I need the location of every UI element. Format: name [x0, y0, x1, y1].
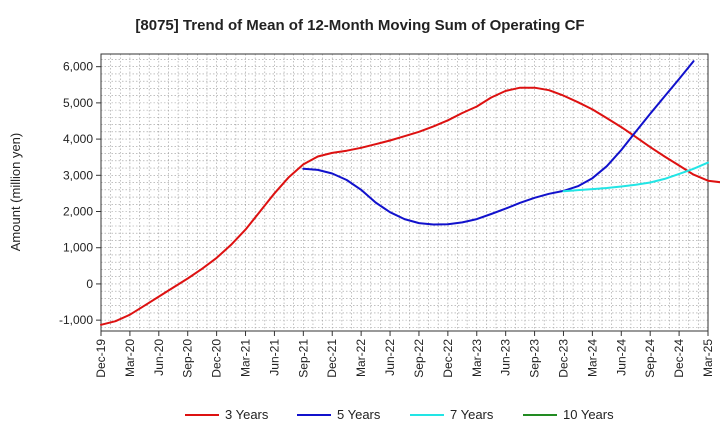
y-tick-label: -1,000: [59, 313, 93, 327]
y-tick-label: 1,000: [63, 241, 93, 255]
x-tick-label: Mar-24: [585, 339, 599, 377]
axes: -1,000 0 1,000 2,000 3,000 4,000 5,000 6,000 Dec…: [59, 53, 715, 378]
x-tick-label: Dec-21: [325, 339, 339, 378]
x-tick-label: Jun-22: [383, 339, 397, 376]
x-tick-label: Dec-20: [210, 339, 224, 378]
x-tick-label: Mar-21: [239, 339, 253, 377]
x-tick-label: Jun-21: [267, 339, 281, 376]
x-tick-label: Dec-19: [94, 339, 108, 378]
y-tick-label: 2,000: [63, 205, 93, 219]
legend-label: 5 Years: [337, 407, 381, 422]
x-tick-label: Sep-22: [412, 339, 426, 378]
series-line: [562, 161, 709, 193]
x-tick-label: Sep-24: [643, 339, 657, 378]
x-tick-label: Sep-20: [181, 339, 195, 378]
x-tick-label: Dec-23: [556, 339, 570, 378]
y-tick-label: 6,000: [63, 60, 93, 74]
x-tick-label: Sep-23: [528, 339, 542, 378]
x-tick-label: Jun-23: [499, 339, 513, 376]
y-tick-label: 3,000: [63, 168, 93, 182]
x-tick-label: Dec-24: [672, 339, 686, 378]
plot-frame: [100, 53, 709, 332]
legend-label: 10 Years: [563, 407, 614, 422]
legend-label: 3 Years: [225, 407, 269, 422]
legend-label: 7 Years: [450, 407, 494, 422]
series-line: [100, 86, 720, 326]
y-tick-label: 4,000: [63, 132, 93, 146]
x-tick-label: Mar-23: [470, 339, 484, 377]
x-tick-label: Sep-21: [296, 339, 310, 378]
x-tick-label: Jun-24: [614, 339, 628, 376]
series-line: [302, 60, 695, 226]
x-tick-label: Mar-25: [701, 339, 715, 377]
y-axis-label: Amount (million yen): [8, 133, 23, 252]
legend: 3 Years 5 Years 7 Years 10 Years: [185, 407, 614, 422]
y-tick-label: 0: [86, 277, 93, 291]
grid-lines: [100, 54, 709, 331]
x-tick-label: Mar-20: [123, 339, 137, 377]
y-tick-label: 5,000: [63, 96, 93, 110]
x-tick-label: Mar-22: [354, 339, 368, 377]
x-tick-label: Dec-22: [441, 339, 455, 378]
chart-title: [8075] Trend of Mean of 12-Month Moving …: [135, 17, 584, 34]
x-tick-label: Jun-20: [152, 339, 166, 376]
series-lines: [100, 60, 720, 326]
